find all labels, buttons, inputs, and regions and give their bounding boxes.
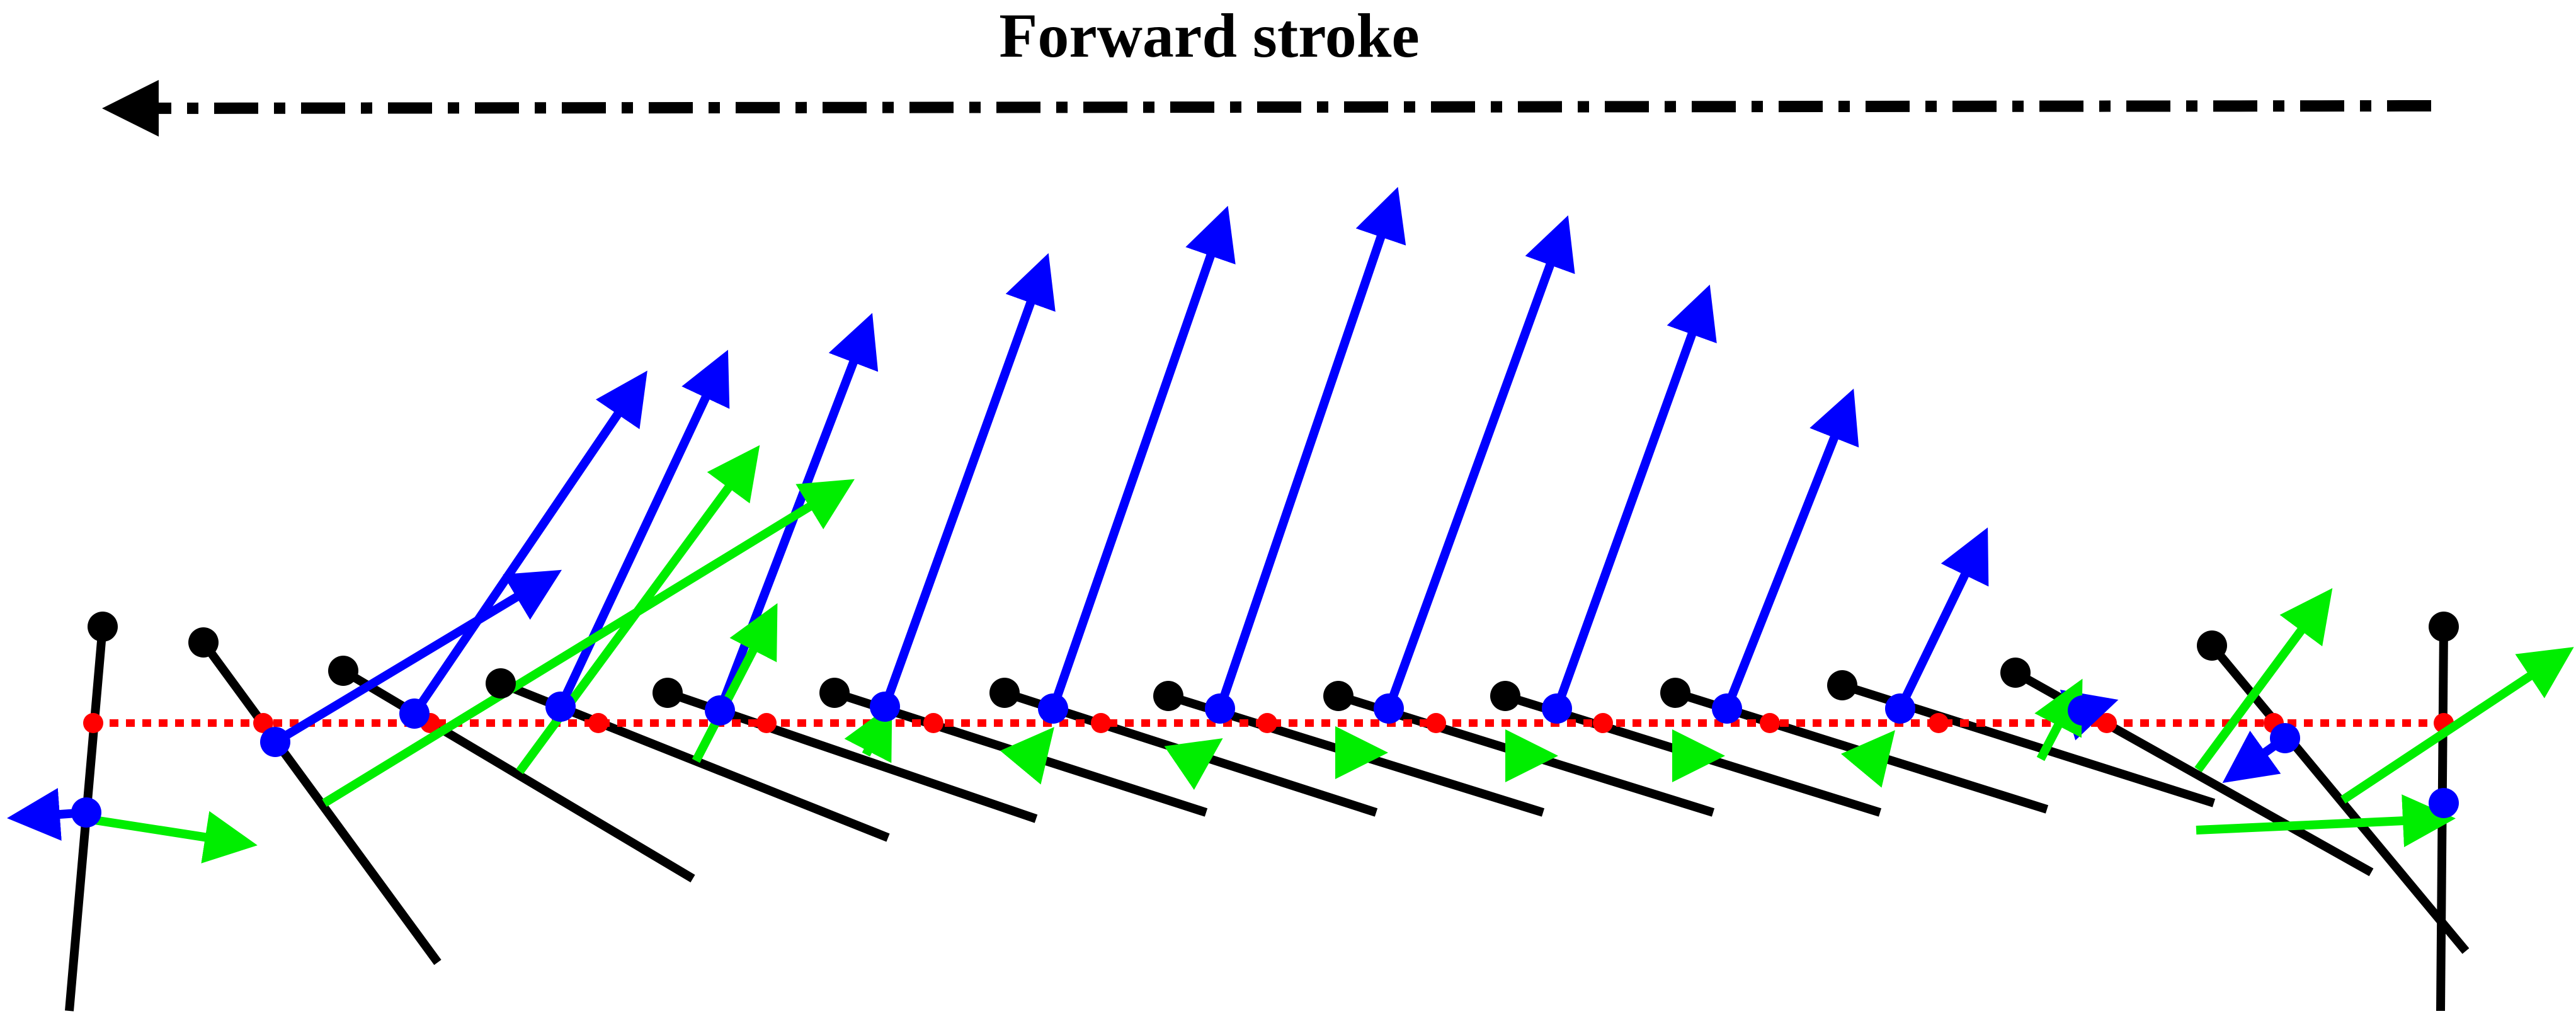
lift-vector <box>411 370 647 716</box>
force-vectors <box>7 186 2574 864</box>
wing-chord <box>2208 642 2470 954</box>
pivot-dot <box>705 695 735 726</box>
leading-edge-dot <box>88 612 118 642</box>
pivot-dot <box>1712 693 1742 724</box>
pivot-dot <box>260 727 290 757</box>
lift-vector <box>881 253 1056 709</box>
lift-vector <box>273 569 562 746</box>
leading-edge-dot <box>1323 681 1354 711</box>
stroke-plane-marker <box>1760 713 1780 733</box>
pivot-dot <box>1542 693 1572 724</box>
lift-vector <box>1896 527 1989 711</box>
stroke-plane <box>83 713 2454 733</box>
wing-chord <box>341 666 695 883</box>
pivot-dot <box>1205 693 1235 724</box>
pivot-dot <box>1038 693 1068 724</box>
leading-edge-dot <box>1490 681 1520 711</box>
lift-vector <box>1553 284 1717 710</box>
leading-edge-dot <box>328 656 358 686</box>
stroke-plane-marker <box>1593 713 1613 733</box>
stroke-plane-marker <box>2097 713 2117 733</box>
lift-vector <box>1723 388 1859 710</box>
pivot-dot <box>870 692 900 722</box>
drag-vector <box>2034 678 2083 761</box>
leading-edge-dot <box>989 678 1020 708</box>
stroke-plane-marker <box>1426 713 1446 733</box>
stroke-plane-marker <box>1257 713 1277 733</box>
drag-vector <box>2196 794 2456 848</box>
pivot-dot <box>545 692 576 722</box>
drag-vector <box>2194 588 2333 773</box>
leading-edge-dot <box>2429 612 2459 642</box>
leading-edge-dot <box>1660 678 1690 708</box>
leading-edge-dot <box>2197 630 2227 661</box>
leading-edge-dot <box>486 668 516 698</box>
stroke-plane-marker <box>923 713 943 733</box>
pivot-dot <box>1374 693 1404 724</box>
leading-edge-dot <box>819 678 850 708</box>
stroke-plane-marker <box>1091 713 1111 733</box>
stroke-plane-marker <box>83 713 103 733</box>
leading-edge-dot <box>653 678 683 708</box>
drag-vector <box>1164 738 1223 790</box>
leading-edge-dot <box>2000 658 2031 688</box>
pivot-dot <box>399 698 430 729</box>
wing-chord <box>200 639 442 966</box>
pivot-dot <box>71 797 101 828</box>
lift-vector <box>1216 186 1406 710</box>
pivot-dot <box>2429 788 2459 818</box>
wing-sections <box>65 626 2470 1012</box>
lift-vector <box>556 350 730 709</box>
stroke-direction-arrow <box>102 79 2432 137</box>
drag-vector <box>692 603 778 763</box>
stroke-plane-marker <box>588 713 608 733</box>
stroke-plane-marker <box>253 713 273 733</box>
drag-vector <box>1840 730 1895 788</box>
leading-edge-dot <box>1153 681 1183 711</box>
drag-vector <box>2340 647 2574 804</box>
stroke-plane-marker <box>1929 713 1949 733</box>
drag-vector <box>1000 727 1054 785</box>
drag-vector <box>85 811 258 864</box>
stroke-plane-marker <box>756 713 777 733</box>
lift-vector <box>1384 215 1575 710</box>
leading-edge-dot <box>188 627 219 658</box>
pivot-dot <box>2270 723 2300 753</box>
lift-vector <box>1049 205 1236 710</box>
pivot-dot <box>1885 693 1915 724</box>
drag-vector <box>322 479 855 807</box>
figure-title: Forward stroke <box>999 1 1420 71</box>
pivot-dot <box>2068 695 2098 726</box>
wing-markers <box>71 612 2459 828</box>
leading-edge-dot <box>1827 670 1857 700</box>
